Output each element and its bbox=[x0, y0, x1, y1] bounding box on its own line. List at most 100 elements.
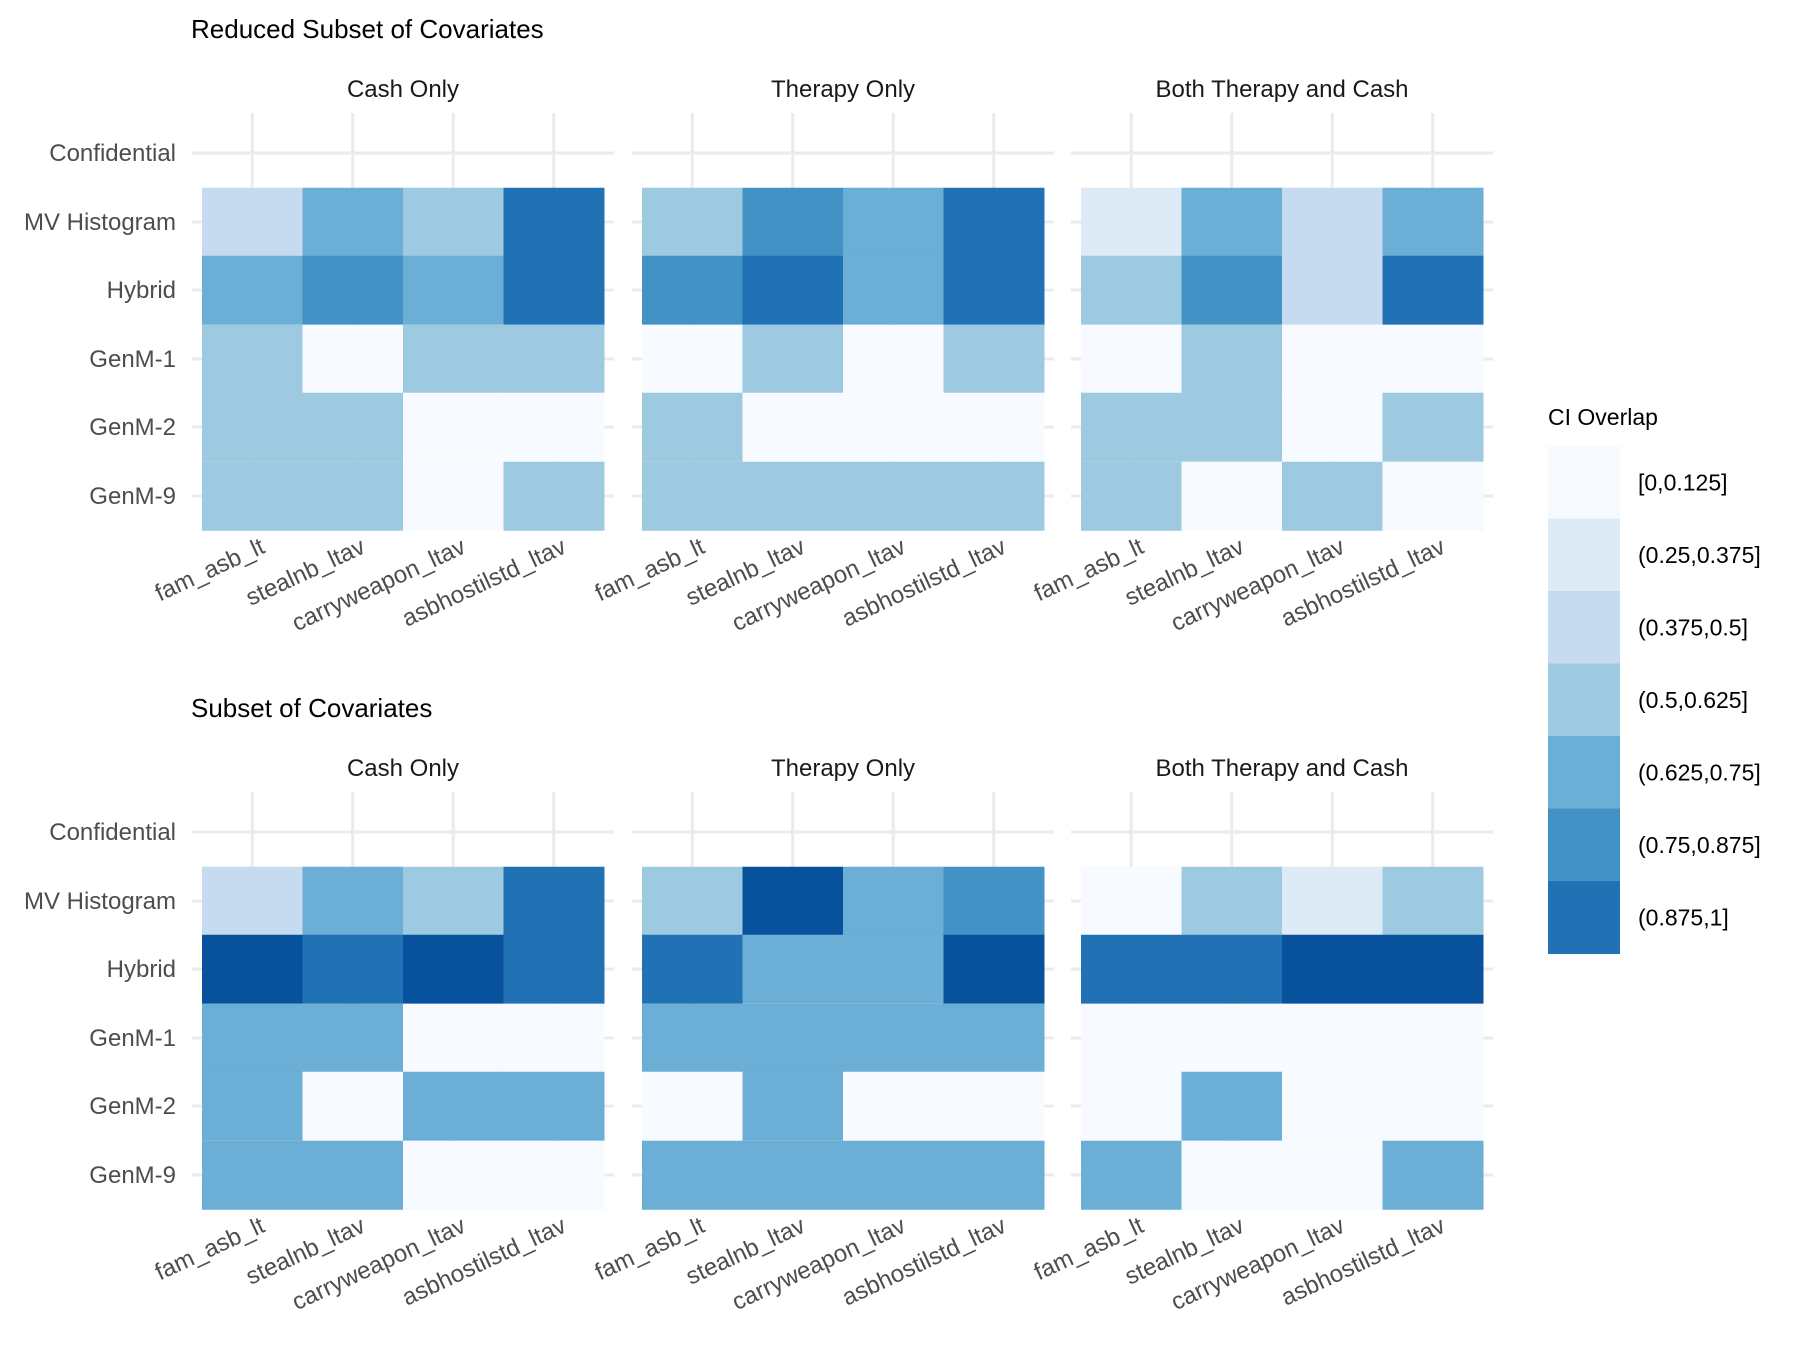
heatmap-tile bbox=[302, 187, 404, 257]
heatmap-tile bbox=[1282, 866, 1383, 936]
heatmap-tile bbox=[742, 1140, 844, 1210]
heatmap-tile bbox=[843, 1140, 944, 1210]
y-tick-label: GenM-1 bbox=[89, 1025, 176, 1052]
heatmap-tile bbox=[642, 187, 743, 257]
heatmap-tile bbox=[1081, 255, 1182, 325]
x-tick-label: carryweapon_ltav bbox=[288, 1212, 470, 1316]
heatmap-tile bbox=[742, 461, 844, 531]
heatmap-tile bbox=[943, 1071, 1045, 1141]
x-tick-label: carryweapon_ltav bbox=[728, 1212, 910, 1316]
heatmap-tile bbox=[642, 255, 743, 325]
heatmap-tile bbox=[503, 1003, 605, 1073]
heatmap-tile bbox=[1382, 324, 1484, 394]
heatmap-tile bbox=[1282, 1003, 1383, 1073]
y-tick-label: MV Histogram bbox=[24, 888, 176, 915]
heatmap-tile bbox=[1181, 324, 1283, 394]
heatmap-tile bbox=[742, 866, 844, 936]
heatmap-tile bbox=[202, 324, 303, 394]
heatmap-tile bbox=[1081, 1071, 1182, 1141]
heatmap-tile bbox=[843, 255, 944, 325]
heatmap-tile bbox=[642, 392, 743, 462]
facet-strip-label: Therapy Only bbox=[771, 76, 915, 103]
heatmap-tile bbox=[202, 934, 303, 1004]
heatmap-tile bbox=[302, 934, 404, 1004]
y-tick-label: GenM-9 bbox=[89, 1162, 176, 1189]
heatmap-tile bbox=[302, 1140, 404, 1210]
heatmap-tile bbox=[843, 934, 944, 1004]
heatmap-tile bbox=[302, 324, 404, 394]
y-tick-label: GenM-1 bbox=[89, 346, 176, 373]
heatmap-tile bbox=[943, 324, 1045, 394]
heatmap-tile bbox=[843, 324, 944, 394]
heatmap-tile bbox=[1282, 461, 1383, 531]
heatmap-tile bbox=[1382, 1003, 1484, 1073]
heatmap-tile bbox=[1282, 1140, 1383, 1210]
y-tick-label: MV Histogram bbox=[24, 209, 176, 236]
x-tick-label: carryweapon_ltav bbox=[1167, 1212, 1349, 1316]
heatmap-tile bbox=[302, 1003, 404, 1073]
heatmap-tile bbox=[202, 255, 303, 325]
heatmap-tile bbox=[1181, 1003, 1283, 1073]
x-tick-label: asbhostilstd_ltav bbox=[398, 533, 570, 632]
heatmap-tile bbox=[742, 934, 844, 1004]
y-tick-label: Hybrid bbox=[107, 956, 176, 983]
heatmap-tile bbox=[843, 187, 944, 257]
heatmap-tile bbox=[1282, 187, 1383, 257]
heatmap-tile bbox=[642, 1071, 743, 1141]
heatmap-tile bbox=[503, 324, 605, 394]
heatmap-tile bbox=[1081, 934, 1182, 1004]
heatmap-tile bbox=[642, 934, 743, 1004]
heatmap-tile bbox=[843, 1003, 944, 1073]
heatmap-tile bbox=[1382, 1071, 1484, 1141]
heatmap-tile bbox=[1081, 866, 1182, 936]
x-tick-label: asbhostilstd_ltav bbox=[838, 1212, 1010, 1311]
legend-key bbox=[1548, 591, 1620, 664]
heatmap-tile bbox=[1382, 866, 1484, 936]
x-tick-label: asbhostilstd_ltav bbox=[1277, 533, 1449, 632]
heatmap-tile bbox=[302, 461, 404, 531]
heatmap-tile bbox=[1081, 1140, 1182, 1210]
heatmap-tile bbox=[642, 324, 743, 394]
heatmap-tile bbox=[403, 461, 504, 531]
heatmap-tile bbox=[1382, 187, 1484, 257]
heatmap-tile bbox=[642, 461, 743, 531]
legend-label: [0,0.125] bbox=[1638, 469, 1728, 495]
legend-key bbox=[1548, 808, 1620, 882]
heatmap-tile bbox=[1382, 1140, 1484, 1210]
heatmap-tile bbox=[1181, 461, 1283, 531]
heatmap-tile bbox=[843, 866, 944, 936]
heatmap-tile bbox=[943, 934, 1045, 1004]
x-tick-label: carryweapon_ltav bbox=[288, 533, 470, 637]
heatmap-tile bbox=[943, 1003, 1045, 1073]
legend-label: (0.75,0.875] bbox=[1638, 832, 1761, 858]
heatmap-tile bbox=[403, 187, 504, 257]
heatmap-tile bbox=[503, 187, 605, 257]
heatmap-tile bbox=[943, 461, 1045, 531]
heatmap-tile bbox=[1382, 392, 1484, 462]
heatmap-tile bbox=[1181, 866, 1283, 936]
y-tick-label: Confidential bbox=[49, 819, 176, 846]
heatmap-tile bbox=[202, 1140, 303, 1210]
heatmap-tile bbox=[1081, 324, 1182, 394]
heatmap-tile bbox=[503, 866, 605, 936]
heatmap-tile bbox=[1382, 461, 1484, 531]
heatmap-tile bbox=[742, 1071, 844, 1141]
y-tick-label: GenM-9 bbox=[89, 483, 176, 510]
x-tick-label: carryweapon_ltav bbox=[1167, 533, 1349, 637]
legend-key bbox=[1548, 663, 1620, 737]
heatmap-tile bbox=[403, 392, 504, 462]
legend-label: (0.625,0.75] bbox=[1638, 759, 1761, 785]
legend-key bbox=[1548, 736, 1620, 809]
heatmap-tile bbox=[1081, 392, 1182, 462]
heatmap-tile bbox=[742, 324, 844, 394]
heatmap-tile bbox=[1282, 934, 1383, 1004]
heatmap-tile bbox=[1282, 324, 1383, 394]
heatmap-tile bbox=[742, 255, 844, 325]
heatmap-tile bbox=[202, 187, 303, 257]
heatmap-tile bbox=[302, 866, 404, 936]
heatmap-tile bbox=[1181, 255, 1283, 325]
heatmap-tile bbox=[503, 1071, 605, 1141]
facet-strip-label: Cash Only bbox=[347, 755, 459, 782]
